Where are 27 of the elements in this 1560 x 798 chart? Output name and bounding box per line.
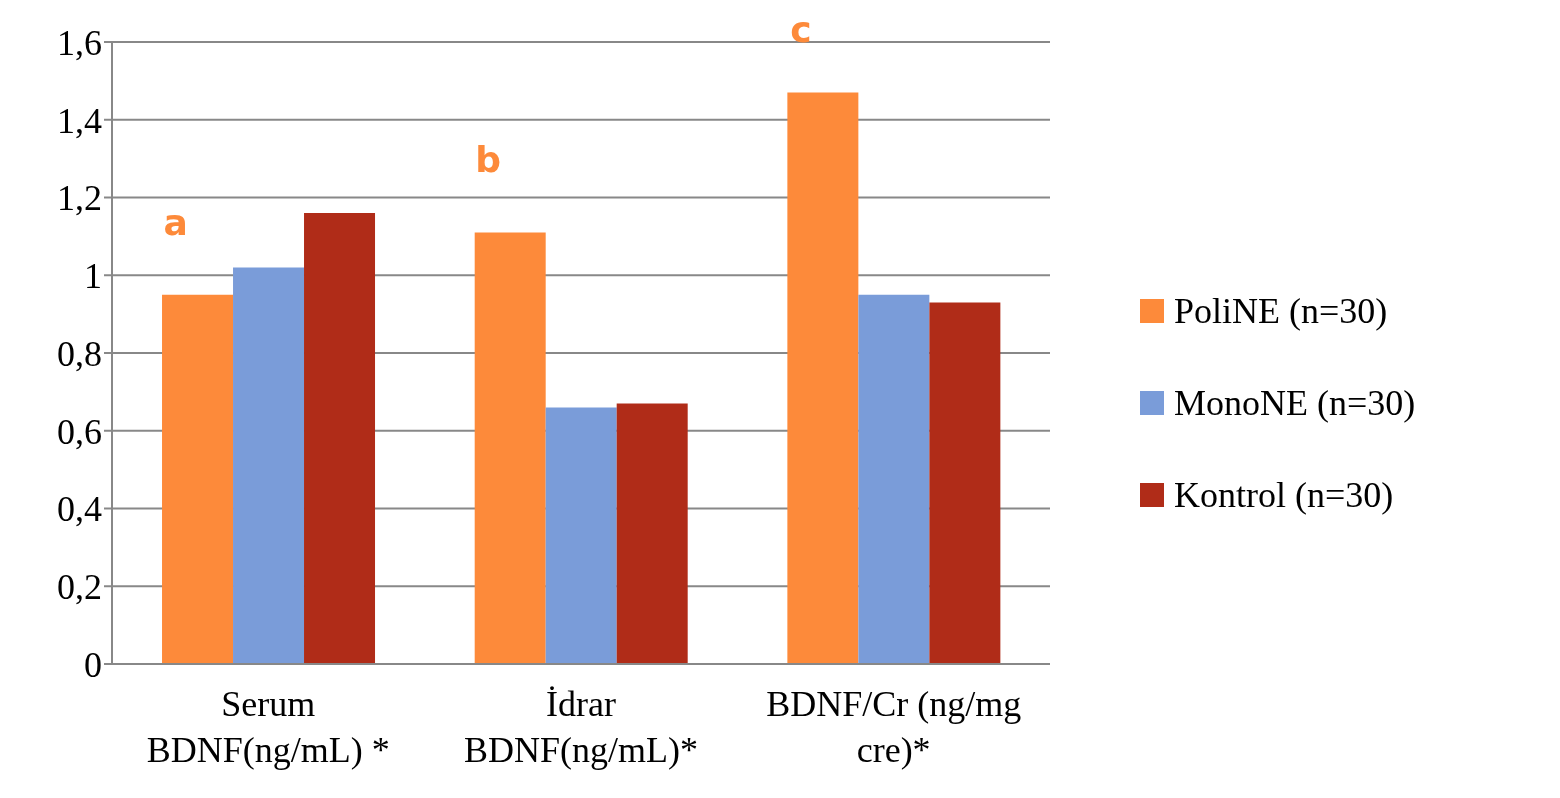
x-tick-label: BDNF/Cr (ng/mg cre)* xyxy=(766,684,1022,770)
annotation: a xyxy=(163,201,188,243)
bar xyxy=(233,267,305,664)
legend-label: PoliNE (n=30) xyxy=(1174,290,1388,332)
y-tick-label: 0,8 xyxy=(57,333,102,374)
y-tick-label: 0,6 xyxy=(57,411,102,452)
annotation: c xyxy=(790,9,812,50)
bar xyxy=(162,294,234,664)
legend-label: MonoNE (n=30) xyxy=(1174,382,1416,424)
x-tick-label: İdrar BDNF(ng/mL)* xyxy=(464,684,698,770)
y-tick-label: 0 xyxy=(84,644,102,685)
y-tick-label: 1,2 xyxy=(57,178,102,219)
bar xyxy=(929,302,1001,664)
y-tick-label: 1 xyxy=(84,256,102,297)
bar xyxy=(545,407,617,664)
bar xyxy=(304,213,376,664)
bar xyxy=(787,92,859,664)
annotation: b xyxy=(475,139,502,181)
bar xyxy=(616,403,688,664)
legend-label: Kontrol (n=30) xyxy=(1174,474,1394,516)
y-tick-label: 0,4 xyxy=(57,489,102,530)
bar xyxy=(858,294,930,664)
y-tick-label: 0,2 xyxy=(57,567,102,608)
y-tick-label: 1,4 xyxy=(57,100,102,141)
bar xyxy=(474,232,546,664)
x-tick-label: Serum BDNF(ng/mL) * xyxy=(146,684,390,770)
y-tick-label: 1,6 xyxy=(57,22,102,63)
